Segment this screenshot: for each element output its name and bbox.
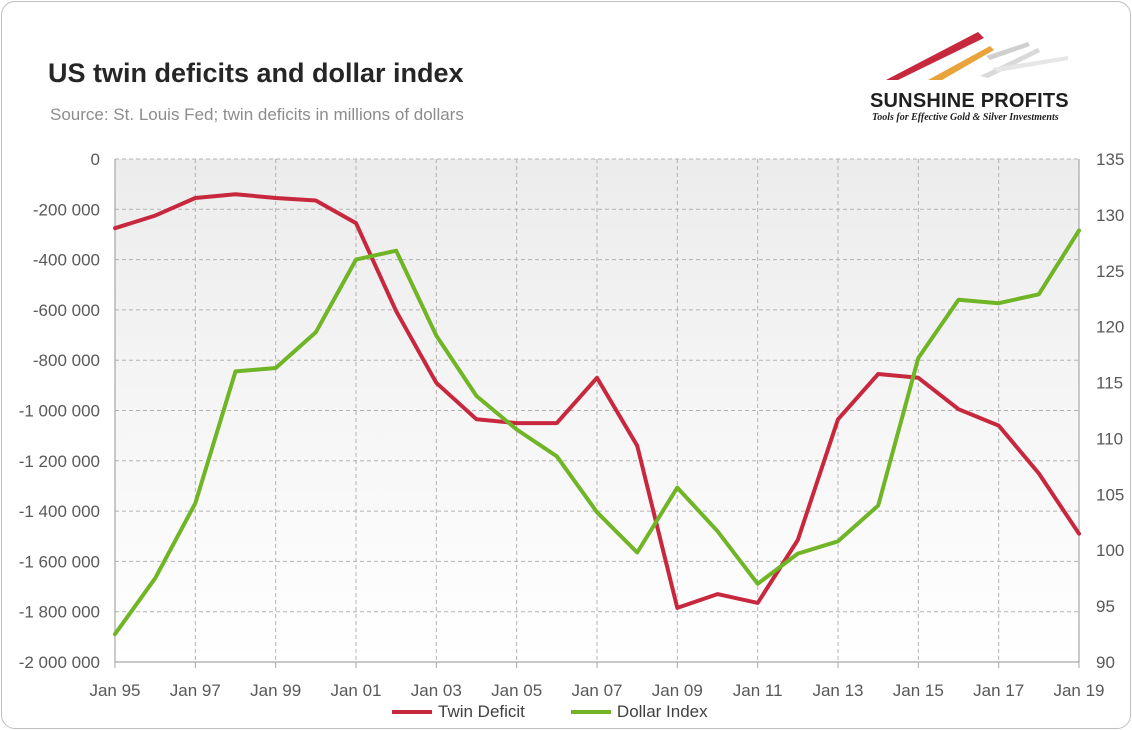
x-tick-label: Jan 19 [1053,681,1104,700]
y-left-tick-label: -1 200 000 [19,452,100,471]
y-right-tick-label: 110 [1096,429,1123,448]
y-right-tick-label: 125 [1096,262,1124,281]
x-tick-label: Jan 95 [89,681,140,700]
legend-item-dollar-index: Dollar Index [570,702,708,722]
series-line-twin-deficit [113,192,1081,610]
y-right-tick-label: 95 [1096,597,1115,616]
y-right-tick-label: 120 [1096,318,1124,337]
legend: Twin Deficit Dollar Index [392,702,754,722]
x-tick-label: Jan 97 [170,681,221,700]
y-left-tick-label: -1 000 000 [19,402,100,421]
series-lines [113,192,1081,637]
y-right-tick-label: 115 [1096,374,1123,393]
logo-name: SUNSHINE PROFITS [870,90,1069,112]
y-left-tick-label: -800 000 [33,351,100,370]
legend-swatch-twin-deficit [392,710,432,714]
x-tick-label: Jan 03 [411,681,462,700]
x-tick-label: Jan 11 [733,681,783,700]
legend-label-dollar-index: Dollar Index [616,702,708,721]
y-right-tick-label: 90 [1096,653,1115,672]
logo-tagline: Tools for Effective Gold & Silver Invest… [872,112,1059,123]
x-tick-label: Jan 13 [812,681,863,700]
axes [114,159,1080,668]
sun-rays-icon [886,32,1068,80]
y-right-tick-label: 135 [1096,150,1124,169]
y-right-tick-label: 130 [1096,206,1124,225]
x-tick-label: Jan 09 [652,681,703,700]
y-left-tick-label: -600 000 [33,301,100,320]
y-left-tick-label: -1 600 000 [19,552,100,571]
logo: SUNSHINE PROFITS Tools for Effective Gol… [868,28,1098,128]
legend-item-twin-deficit: Twin Deficit [392,702,525,722]
y-left-tick-label: 0 [91,150,100,169]
legend-label-twin-deficit: Twin Deficit [438,702,525,721]
x-tick-label: Jan 99 [250,681,301,700]
plot-area [115,159,1079,662]
x-tick-label: Jan 17 [973,681,1024,700]
chart-subtitle: Source: St. Louis Fed; twin deficits in … [50,105,464,124]
y-left-tick-label: -1 400 000 [19,502,100,521]
x-tick-label: Jan 05 [491,681,542,700]
y-left-tick-label: -400 000 [33,251,100,270]
tick-labels: 0 -200 000 -400 000 -600 000 -800 000 -1 000 … [19,150,1125,700]
legend-swatch-dollar-index [570,710,611,714]
y-right-tick-label: 105 [1096,485,1124,504]
y-left-tick-label: -200 000 [33,200,100,219]
chart-title: US twin deficits and dollar index [48,58,464,88]
y-left-tick-label: -2 000 000 [19,653,100,672]
x-tick-label: Jan 07 [571,681,622,700]
series-line-dollar-index [113,228,1081,637]
y-left-tick-label: -1 800 000 [19,603,100,622]
x-tick-label: Jan 01 [330,681,381,700]
y-right-tick-label: 100 [1096,541,1124,560]
x-tick-label: Jan 15 [893,681,944,700]
